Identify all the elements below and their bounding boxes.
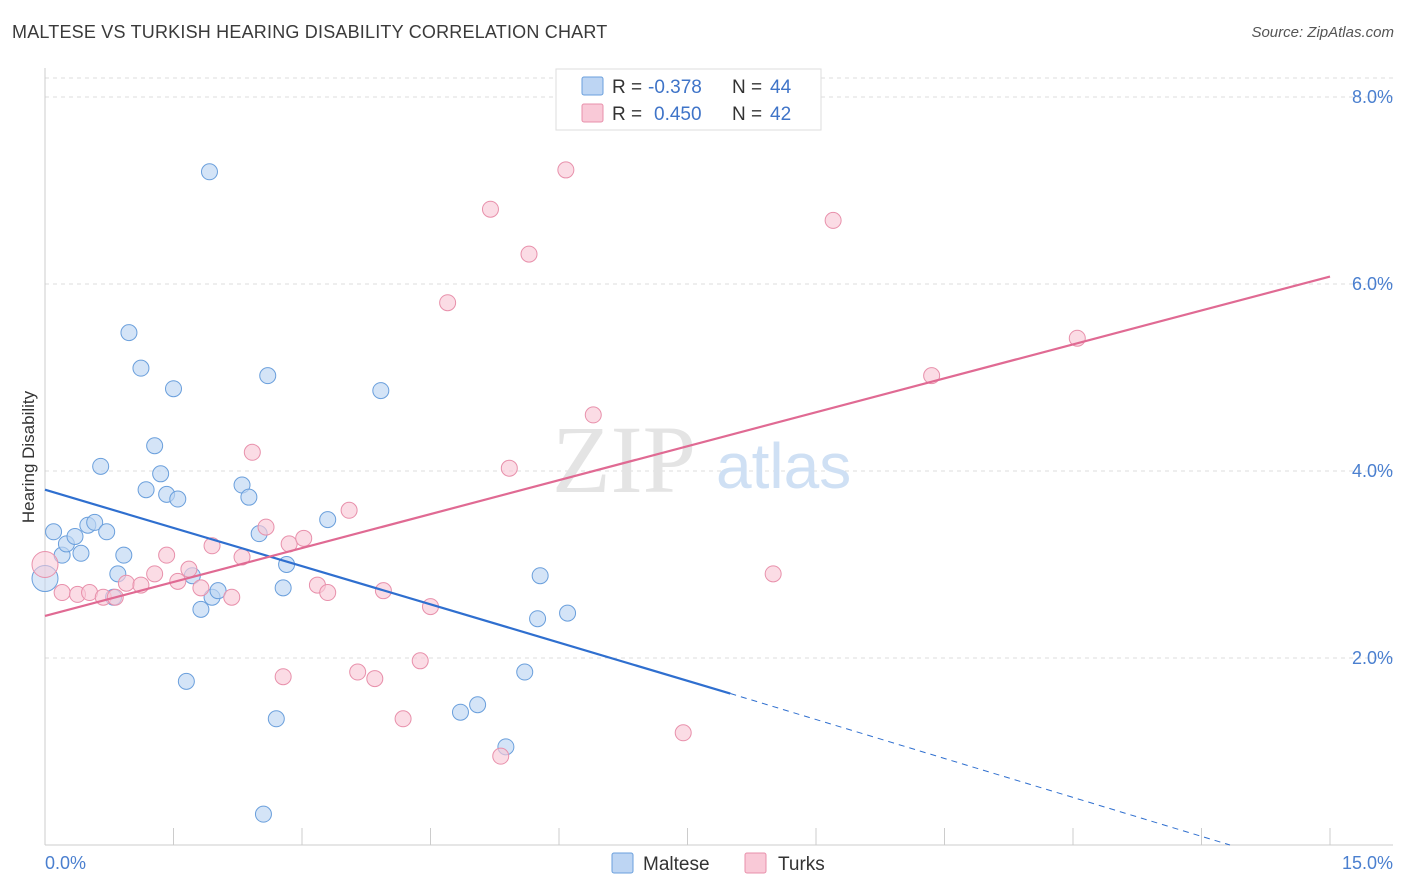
turks-point [117,574,135,592]
maltese-trendline [44,488,731,695]
legend-bottom-maltese-swatch [611,852,634,874]
turks-point [31,551,59,578]
legend-bottom-turks-swatch [744,852,767,874]
maltese-point [120,324,138,342]
maltese-point [137,481,155,499]
y-tick-label: 4.0% [1352,461,1393,481]
maltese-point [451,703,469,721]
maltese-point [132,359,150,377]
turks-point [824,211,842,229]
maltese-point [259,367,277,385]
y-tick-labels: 2.0% 4.0% 6.0% 8.0% [1352,87,1393,668]
turks-point [584,406,602,424]
maltese-point [274,579,292,597]
maltese-point [516,663,534,681]
maltese-point [72,544,90,562]
maltese-trendline-extension [730,693,1231,846]
turks-point [674,724,692,742]
legend-maltese-n-value: 44 [770,77,792,98]
turks-trendline [44,275,1331,617]
axes [44,68,1393,846]
maltese-point [529,610,547,628]
legend-maltese-r-label: R = [612,77,642,98]
turks-point [146,565,164,583]
maltese-points [31,163,577,823]
turks-point [349,663,367,681]
turks-point [223,588,241,606]
legend-turks-swatch [581,103,604,123]
legend-maltese-n-label: N = [732,77,762,98]
maltese-point [66,527,84,545]
turks-point [557,161,575,179]
maltese-point [559,604,577,622]
watermark: ZIP atlas [552,406,851,513]
turks-point [319,584,337,602]
trendlines [44,275,1331,846]
turks-point [243,443,261,461]
legend-maltese-r-value: -0.378 [648,77,702,98]
legend-turks-n-label: N = [732,104,762,125]
watermark-atlas: atlas [716,430,851,502]
maltese-point [115,546,133,564]
x-ticks [44,828,1331,845]
maltese-point [165,380,182,398]
turks-point [192,579,210,597]
turks-point [295,529,313,547]
maltese-point [469,696,487,714]
turks-point [481,200,499,218]
legend-bottom-maltese-label: Maltese [643,854,710,875]
legend-top: R = -0.378 N = 44 R = 0.450 N = 42 [555,68,822,131]
maltese-point [152,465,170,483]
turks-point [53,584,71,602]
turks-point [366,670,384,688]
y-axis-title: Hearing Disability [19,390,38,523]
x-tick-label-min: 0.0% [45,853,86,873]
maltese-point [200,163,218,181]
maltese-point [86,513,104,531]
turks-point [158,546,176,564]
turks-point [257,518,275,536]
turks-point [411,652,429,670]
turks-point [520,245,538,263]
maltese-point [45,523,63,541]
turks-point [274,668,292,686]
maltese-point [92,457,110,475]
gridlines [45,77,1393,659]
maltese-point [192,600,210,618]
turks-point [764,565,782,583]
maltese-point [531,567,549,585]
maltese-point [372,382,390,400]
y-tick-label: 6.0% [1352,274,1393,294]
maltese-point [254,805,272,823]
turks-point [439,294,457,312]
turks-point [203,537,221,555]
maltese-point [177,672,195,690]
y-tick-label: 8.0% [1352,87,1393,107]
turks-point [394,710,412,728]
x-tick-label-max: 15.0% [1342,853,1393,873]
turks-point [180,560,198,578]
source-credit: Source: ZipAtlas.com [1251,24,1394,41]
legend-maltese-swatch [581,76,604,96]
legend-turks-n-value: 42 [770,104,791,125]
turks-points [31,161,1086,765]
legend-bottom-turks-label: Turks [778,854,825,875]
maltese-point [319,511,337,529]
chart-title: MALTESE VS TURKISH HEARING DISABILITY CO… [12,22,608,42]
maltese-point [98,523,116,541]
maltese-point [240,488,258,506]
turks-point [500,459,518,477]
maltese-point [267,710,285,728]
legend-bottom: Maltese Turks [611,852,825,875]
legend-turks-r-label: R = [612,104,642,125]
maltese-point [146,437,164,455]
watermark-zip: ZIP [552,406,696,513]
turks-point [340,501,358,519]
maltese-point [169,490,187,508]
turks-point [492,747,510,765]
maltese-point [209,582,227,600]
y-tick-label: 2.0% [1352,648,1393,668]
legend-turks-r-value: 0.450 [654,104,702,125]
